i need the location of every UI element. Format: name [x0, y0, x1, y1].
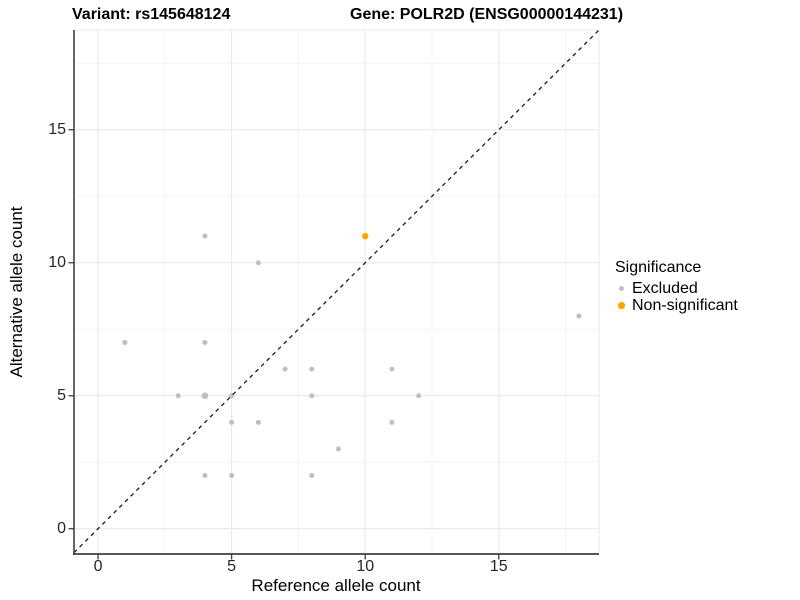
scatter-point-excluded — [255, 260, 261, 266]
scatter-point-excluded — [229, 419, 235, 425]
y-tick-label: 5 — [57, 386, 66, 404]
scatter-point-excluded — [282, 366, 288, 372]
legend: Significance Excluded Non-significant — [615, 259, 738, 314]
x-tick-label: 10 — [356, 558, 375, 575]
x-tick-label: 0 — [93, 558, 103, 575]
y-tick-label: 0 — [57, 519, 66, 537]
scatter-point-excluded — [309, 393, 315, 399]
y-tick-label: 15 — [48, 120, 66, 138]
scatter-point-excluded — [309, 473, 315, 479]
plot-title-variant: Variant: rs145648124 — [72, 6, 231, 23]
identity-line — [73, 29, 600, 554]
legend-item-excluded: Excluded — [615, 280, 738, 297]
scatter-point-excluded — [389, 419, 395, 425]
scatter-point-excluded — [175, 393, 181, 399]
y-axis-title: Alternative allele count — [7, 206, 26, 378]
plot-title-gene: Gene: POLR2D (ENSG00000144231) — [350, 6, 624, 23]
legend-title: Significance — [615, 259, 702, 276]
scatter-point-excluded — [202, 233, 208, 239]
x-axis-title: Reference allele count — [251, 576, 421, 595]
scatter-point-excluded — [202, 340, 208, 346]
y-tick-label: 10 — [48, 253, 66, 271]
legend-key-non-significant-icon — [615, 302, 628, 309]
scatter-point-excluded — [255, 419, 261, 425]
scatter-point-excluded — [389, 366, 395, 372]
scatter-point-excluded — [416, 393, 422, 399]
scatter-point-excluded — [309, 366, 315, 372]
scatter-point-excluded — [229, 473, 235, 479]
scatter-point-excluded — [122, 340, 128, 346]
legend-key-excluded-icon — [615, 286, 628, 291]
scatter-point-excluded — [336, 446, 342, 452]
x-tick-label: 5 — [227, 558, 237, 575]
scatter-point-excluded — [576, 313, 582, 319]
x-tick-label: 15 — [489, 558, 508, 575]
scatter-point-excluded — [201, 392, 209, 400]
scatter-point-non-significant — [362, 232, 369, 240]
scatter-point-excluded — [202, 473, 208, 479]
legend-item-non-significant: Non-significant — [615, 297, 738, 314]
legend-label-non-significant: Non-significant — [632, 296, 738, 314]
legend-label-excluded: Excluded — [632, 279, 698, 297]
